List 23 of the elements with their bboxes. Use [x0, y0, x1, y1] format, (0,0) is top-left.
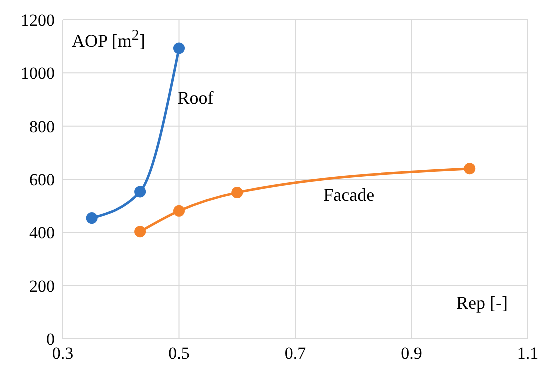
x-tick-label: 1.1: [517, 344, 539, 364]
series-label: Roof: [178, 88, 214, 110]
point: [134, 226, 146, 238]
x-tick-label: 0.9: [401, 344, 422, 364]
y-tick-label: 1200: [21, 11, 55, 30]
y-tick-label: 0: [46, 330, 55, 350]
x-tick-label: 0.3: [52, 344, 74, 364]
y-tick-label: 200: [30, 276, 55, 296]
point: [464, 163, 476, 175]
point: [86, 212, 98, 224]
y-tick-label: 400: [30, 224, 55, 243]
y-tick-label: 800: [30, 117, 55, 136]
x-tick-label: 0.7: [284, 344, 307, 364]
series-label: Facade: [324, 184, 375, 206]
point: [232, 187, 244, 199]
y-axis-title: AOP [m$^{2}$]: [72, 28, 146, 52]
x-axis-title: Rep [-]: [456, 293, 508, 314]
point: [174, 205, 185, 217]
point: [134, 186, 146, 198]
y-tick-label: 600: [30, 170, 55, 190]
y-tick-label: 1000: [21, 64, 55, 84]
point: [174, 42, 185, 54]
x-tick-label: 0.5: [168, 344, 190, 364]
